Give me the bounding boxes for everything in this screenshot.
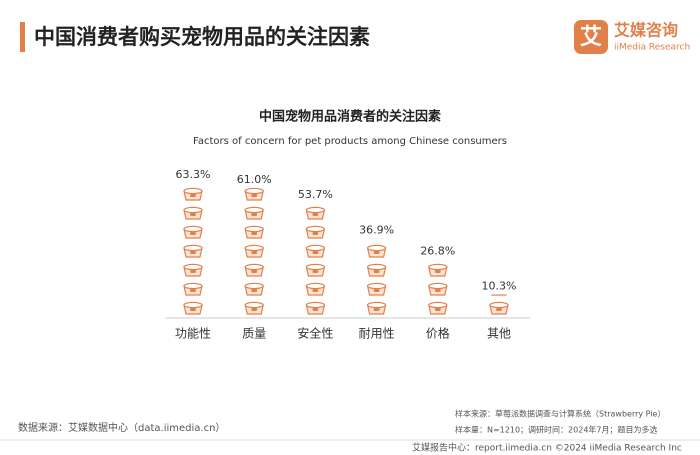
- x-tick-label: 功能性: [175, 327, 211, 341]
- bar: [183, 187, 203, 315]
- bar: [366, 238, 387, 315]
- value-label: 10.3%: [482, 279, 517, 292]
- x-tick-label: 质量: [242, 327, 266, 341]
- value-label: 36.9%: [359, 224, 394, 237]
- logo-mark: 艾: [580, 25, 602, 50]
- value-label: 63.3%: [176, 168, 211, 181]
- x-tick-label: 耐用性: [359, 327, 395, 341]
- logo-subtext: iiMedia Research: [614, 43, 690, 53]
- footer-bottom: 艾媒报告中心：report.iimedia.cn ©2024 iiMedia R…: [412, 442, 682, 454]
- title-accent: [20, 22, 25, 52]
- bar: [428, 263, 448, 315]
- value-label: 61.0%: [237, 173, 272, 186]
- chart-subtitle: Factors of concern for pet products amon…: [193, 136, 507, 147]
- x-tick-label: 价格: [426, 326, 450, 341]
- value-label: 53.7%: [298, 188, 333, 201]
- sample-source: 样本来源：草莓派数据调查与计算系统（Strawberry Pie）: [455, 409, 665, 419]
- chart-title: 中国宠物用品消费者的关注因素: [259, 109, 441, 125]
- logo-text: 艾媒咨询: [614, 21, 678, 40]
- bar: [305, 206, 326, 315]
- bar: [489, 294, 509, 315]
- source: 数据来源：艾媒数据中心（data.iimedia.cn）: [18, 421, 225, 434]
- x-tick-label: 其他: [487, 327, 511, 341]
- x-tick-label: 安全性: [297, 326, 333, 341]
- logo-mark-bg: [574, 20, 608, 54]
- value-label: 26.8%: [420, 245, 455, 258]
- page-title: 中国消费者购买宠物用品的关注因素: [34, 25, 370, 49]
- bar: [244, 187, 264, 315]
- sample-info: 样本量：N=1210；调研时间：2024年7月；题目为多选: [455, 425, 658, 435]
